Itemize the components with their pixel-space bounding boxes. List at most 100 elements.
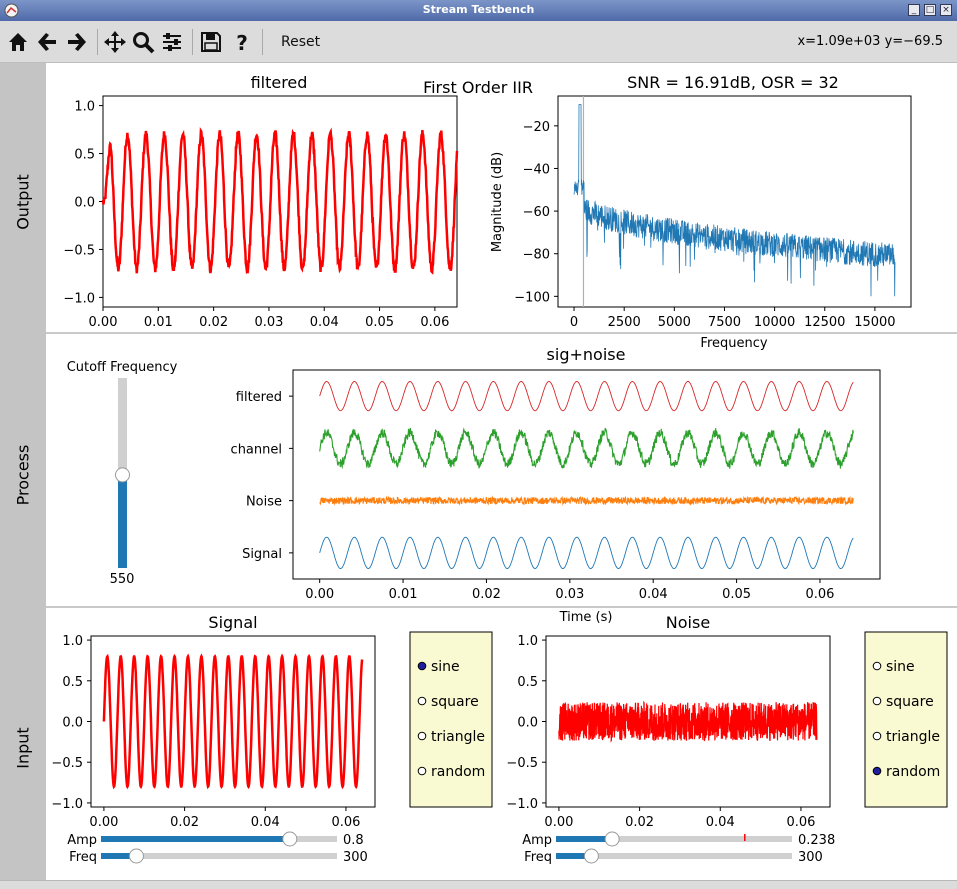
- radio-button[interactable]: [417, 731, 427, 741]
- figure-title: First Order IIR: [423, 78, 533, 97]
- radio-button[interactable]: [417, 661, 427, 671]
- subplot-config-icon[interactable]: [160, 30, 184, 54]
- y-tick-label: −1.0: [51, 797, 83, 812]
- series-group: [319, 381, 854, 569]
- pan-move-icon[interactable]: [103, 30, 127, 54]
- slider-value: 0.238: [798, 833, 835, 848]
- help-question-icon[interactable]: ?: [230, 30, 254, 55]
- reset-button[interactable]: Reset: [281, 34, 321, 50]
- y-axis-label: Magnitude (dB): [490, 152, 505, 252]
- back-arrow-icon[interactable]: [36, 30, 60, 54]
- chart-title: filtered: [251, 73, 308, 92]
- slider-track[interactable]: [556, 853, 792, 859]
- slider-handle[interactable]: [128, 848, 144, 864]
- radio-button[interactable]: [872, 696, 882, 706]
- radio-button[interactable]: [417, 696, 427, 706]
- section-divider: [46, 332, 957, 334]
- slider-handle[interactable]: [115, 467, 130, 483]
- radio-button[interactable]: [872, 766, 882, 776]
- toolbar-separator: [262, 29, 263, 55]
- radio-option-random[interactable]: random: [872, 764, 940, 780]
- x-tick-label: 0.03: [254, 315, 283, 330]
- home-icon[interactable]: [6, 30, 30, 54]
- save-floppy-icon[interactable]: [199, 30, 223, 54]
- slider-label: Cutoff Frequency: [67, 360, 178, 375]
- section-divider: [46, 606, 957, 608]
- x-tick-label: 0.03: [555, 587, 584, 602]
- radio-option-square[interactable]: square: [872, 694, 934, 710]
- x-tick-label: 0.00: [305, 587, 334, 602]
- radio-option-sine[interactable]: sine: [872, 659, 915, 675]
- maximize-button[interactable]: □: [924, 4, 936, 16]
- window-titlebar: Stream Testbench _ □ ×: [0, 0, 957, 21]
- chart-filtered: filtered 0.00 0.01 0.02 0.03 0.04 0.05 0.06 1.0…: [63, 73, 459, 330]
- y-tick-label: −0.5: [506, 756, 538, 771]
- radio-button[interactable]: [417, 766, 427, 776]
- radio-panel: [409, 631, 493, 808]
- chart-title: sig+noise: [547, 345, 626, 364]
- x-tick-label: 0.04: [310, 315, 339, 330]
- x-tick-label: 0.02: [472, 587, 501, 602]
- chart-signal: Signal 0.00 0.02 0.04 0.06 1.0 0.5 0.0 −0.5 −1.0: [51, 613, 376, 830]
- radio-label: sine: [431, 659, 460, 675]
- y-tick-label: −40: [523, 162, 550, 177]
- x-tick-label: 0.00: [89, 315, 118, 330]
- y-tick-label: −1.0: [63, 291, 95, 306]
- x-axis-label: Time (s): [559, 610, 613, 625]
- radio-option-sine[interactable]: sine: [417, 659, 460, 675]
- plot-frame: [102, 95, 458, 308]
- series-label: channel: [231, 442, 282, 457]
- slider-label: Freq: [524, 850, 552, 865]
- chart-sig-noise: sig+noise 0.00 0.01 0.02 0.03 0.04 0.05 0.06 fi…: [231, 345, 881, 625]
- x-tick-label: 0.05: [365, 315, 394, 330]
- x-tick-label: 0.06: [420, 315, 449, 330]
- signal-amp-slider[interactable]: Amp 0.8: [67, 831, 364, 848]
- radio-option-triangle[interactable]: triangle: [872, 729, 940, 745]
- x-tick-label: 5000: [658, 315, 691, 330]
- close-button[interactable]: ×: [940, 4, 952, 16]
- line-filtered: [319, 381, 854, 412]
- chart-title: SNR = 16.91dB, OSR = 32: [627, 73, 839, 92]
- status-bar: [0, 880, 957, 889]
- y-tick-label: 0.0: [74, 196, 95, 211]
- slider-handle[interactable]: [604, 831, 620, 847]
- chart-noise: Noise 0.00 0.02 0.04 0.06 1.0 0.5 0.0 −0.5 −1.0: [506, 613, 831, 830]
- radio-option-triangle[interactable]: triangle: [417, 729, 485, 745]
- noise-amp-slider[interactable]: Amp 0.238: [522, 831, 835, 848]
- chart-title: Signal: [208, 613, 257, 632]
- radio-option-random[interactable]: random: [417, 764, 485, 780]
- slider-handle[interactable]: [583, 848, 599, 864]
- radio-button[interactable]: [872, 661, 882, 671]
- x-tick-label: 0.02: [199, 315, 228, 330]
- slider-label: Freq: [69, 850, 97, 865]
- slider-handle[interactable]: [282, 831, 298, 847]
- slider-fill: [556, 853, 592, 859]
- x-tick-label: 7500: [708, 315, 741, 330]
- signal-waveform-radio[interactable]: sine square triangle random: [409, 631, 493, 808]
- y-tick-label: 0.5: [74, 148, 95, 163]
- slider-fill: [101, 853, 137, 859]
- minimize-button[interactable]: _: [908, 4, 920, 16]
- noise-freq-slider[interactable]: Freq 300: [524, 848, 823, 865]
- slider-track[interactable]: [556, 836, 792, 842]
- y-tick-label: −60: [523, 205, 550, 220]
- cutoff-frequency-slider[interactable]: Cutoff Frequency 550: [67, 360, 178, 587]
- x-tick-label: 0.01: [389, 587, 418, 602]
- noise-waveform-radio[interactable]: sine square triangle random: [864, 631, 948, 808]
- slider-value: 0.8: [343, 833, 364, 848]
- toolbar-separator: [97, 29, 98, 55]
- line-spectrum: [573, 104, 896, 297]
- slider-value: 300: [343, 850, 368, 865]
- x-tick-label: 15000: [854, 315, 895, 330]
- forward-arrow-icon[interactable]: [64, 30, 88, 54]
- y-tick-label: −20: [523, 120, 550, 135]
- signal-freq-slider[interactable]: Freq 300: [69, 848, 368, 865]
- radio-option-square[interactable]: square: [417, 694, 479, 710]
- x-tick-label: 0.06: [805, 587, 834, 602]
- radio-button[interactable]: [872, 731, 882, 741]
- zoom-magnifier-icon[interactable]: [131, 30, 155, 54]
- series-signal: [102, 653, 364, 790]
- x-tick-label: 0.05: [722, 587, 751, 602]
- slider-track[interactable]: [101, 853, 337, 859]
